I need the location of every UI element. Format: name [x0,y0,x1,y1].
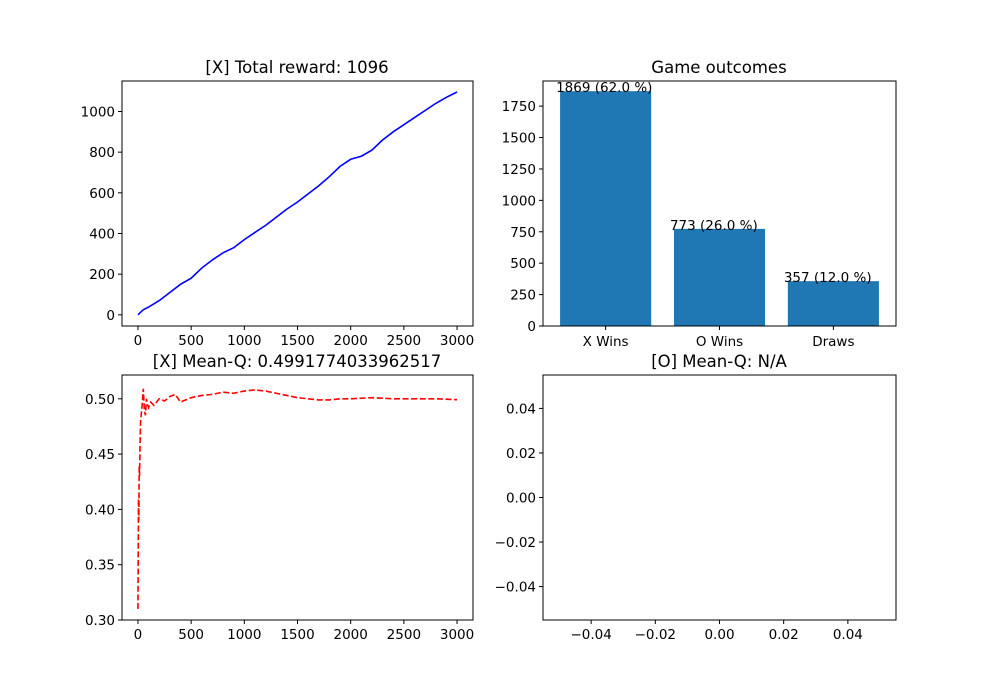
outcomes-y-tick-label: 1000 [502,193,536,209]
o-meanq-y-tick-label: 0.04 [506,401,536,417]
reward-x-tick-label: 500 [178,333,204,349]
x-meanq-x-tick-label: 3000 [440,627,474,643]
x-meanq-y-tick-label: 0.40 [85,502,115,518]
reward-y-tick-label: 200 [89,267,115,283]
x-meanq-y-tick-label: 0.30 [85,613,115,629]
outcomes-plot: 1869 (62.0 %) 773 (26.0 %) 357 (12.0 %) X … [502,58,897,350]
x-meanq-x-ticks: 0 500 1000 1500 2000 2500 3000 [134,620,474,643]
outcomes-category-label: O Wins [696,334,743,350]
outcomes-y-tick-label: 250 [510,288,536,304]
x-meanq-plot-area [137,388,458,609]
x-meanq-series-line [137,388,458,609]
reward-x-tick-label: 3000 [440,333,474,349]
reward-y-tick-label: 600 [89,186,115,202]
o-meanq-x-tick-label: 0.00 [704,627,734,643]
o-meanq-x-tick-label: −0.02 [635,627,676,643]
x-meanq-y-tick-label: 0.50 [85,392,115,408]
outcomes-y-tick-label: 750 [510,225,536,241]
reward-title: [X] Total reward: 1096 [205,58,388,77]
x-meanq-x-tick-label: 0 [134,627,143,643]
o-meanq-x-tick-label: 0.02 [769,627,799,643]
o-meanq-plot: −0.04 −0.02 0.00 0.02 0.04 −0.04 −0.02 0.00 0.0… [495,352,897,643]
reward-x-ticks: 0 500 1000 1500 2000 2500 3000 [134,326,474,349]
reward-x-tick-label: 2000 [334,333,368,349]
o-meanq-x-tick-label: 0.04 [833,627,863,643]
reward-series-line [137,91,458,316]
outcomes-y-tick-label: 1750 [502,99,536,115]
reward-y-tick-label: 800 [89,145,115,161]
outcomes-y-tick-label: 1250 [502,162,536,178]
x-meanq-y-tick-label: 0.35 [85,558,115,574]
x-meanq-plot: 0 500 1000 1500 2000 2500 3000 0.30 0.35 0.40 0.4… [85,352,474,643]
reward-y-ticks: 0 200 400 600 800 1000 [81,104,122,324]
o-meanq-y-tick-label: −0.02 [495,535,536,551]
outcomes-y-tick-label: 1500 [502,131,536,147]
x-meanq-x-tick-label: 2000 [334,627,368,643]
reward-y-tick-label: 0 [106,308,115,324]
outcomes-category-label: Draws [812,334,854,350]
o-meanq-x-ticks: −0.04 −0.02 0.00 0.02 0.04 [570,620,863,643]
reward-x-tick-label: 0 [134,333,143,349]
reward-plot-area [137,91,458,316]
reward-x-tick-label: 1000 [227,333,261,349]
outcomes-bar [787,281,879,326]
reward-x-tick-label: 2500 [387,333,421,349]
o-meanq-y-ticks: −0.04 −0.02 0.00 0.02 0.04 [495,401,543,596]
outcomes-bar-label: 1869 (62.0 %) [556,80,652,96]
x-meanq-x-tick-label: 2500 [387,627,421,643]
outcomes-title: Game outcomes [651,58,786,77]
o-meanq-y-tick-label: 0.02 [506,446,536,462]
reward-x-tick-label: 1500 [280,333,314,349]
o-meanq-y-tick-label: −0.04 [495,580,536,596]
o-meanq-y-tick-label: 0.00 [506,491,536,507]
x-meanq-x-tick-label: 1500 [280,627,314,643]
reward-y-tick-label: 400 [89,226,115,242]
o-meanq-x-tick-label: −0.04 [570,627,611,643]
outcomes-y-ticks: 0 250 500 750 1000 1250 1500 1750 [502,99,543,335]
reward-y-tick-label: 1000 [81,104,115,120]
outcomes-plot-area: 1869 (62.0 %) 773 (26.0 %) 357 (12.0 %) [556,80,879,326]
x-meanq-title: [X] Mean-Q: 0.4991774033962517 [153,352,441,371]
outcomes-y-tick-label: 0 [527,319,536,335]
o-meanq-title: [O] Mean-Q: N/A [651,352,787,371]
x-meanq-x-tick-label: 500 [178,627,204,643]
outcomes-bar-label: 773 (26.0 %) [670,218,758,234]
outcomes-category-label: X Wins [583,334,629,350]
outcomes-bar [560,91,652,326]
x-meanq-y-tick-label: 0.45 [85,447,115,463]
x-meanq-y-ticks: 0.30 0.35 0.40 0.45 0.50 [85,392,122,629]
reward-plot: 0 500 1000 1500 2000 2500 3000 0 200 400 600 800 10… [81,58,475,349]
outcomes-bar-label: 357 (12.0 %) [784,270,872,286]
outcomes-x-ticks: X Wins O Wins Draws [583,326,855,350]
outcomes-y-tick-label: 500 [510,256,536,272]
outcomes-bar [673,228,766,326]
x-meanq-x-tick-label: 1000 [227,627,261,643]
